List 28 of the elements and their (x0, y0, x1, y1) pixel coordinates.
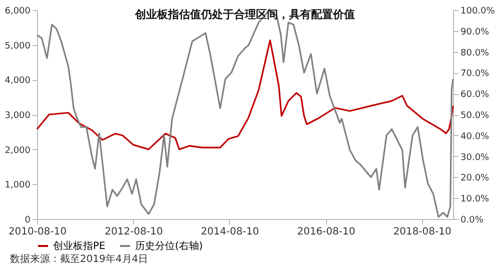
y2-tick-label: 40.0% (460, 132, 490, 142)
legend-label: 创业板指PE (53, 240, 106, 252)
x-tick-label: 2018-08-10 (393, 226, 452, 238)
y-tick-label: 2,000 (4, 146, 31, 156)
y2-tick-label: 60.0% (460, 90, 490, 100)
x-tick-label: 2010-08-10 (8, 226, 67, 238)
y-tick-label: 3,000 (4, 111, 31, 121)
legend-label: 历史分位(右轴) (135, 240, 203, 252)
y2-tick-label: 20.0% (460, 174, 490, 184)
y2-tick-label: 80.0% (460, 48, 490, 58)
y2-tick-label: 100.0% (460, 6, 496, 16)
y2-tick-label: 50.0% (460, 111, 490, 121)
chart-title: 创业板指估值仍处于合理区间，具有配置价值 (134, 8, 355, 21)
y-tick-label: 6,000 (4, 6, 31, 16)
y2-tick-label: 10.0% (460, 194, 490, 205)
y2-tick-label: 90.0% (460, 27, 490, 38)
source-note: 数据来源：截至2019年4月4日 (10, 252, 148, 266)
y2-tick-label: 0.0% (460, 216, 484, 226)
y-tick-label: 0 (24, 216, 31, 226)
x-tick-label: 2014-08-10 (200, 226, 259, 238)
y2-tick-label: 30.0% (460, 152, 490, 163)
y2-tick-label: 70.0% (460, 69, 490, 80)
line-series (36, 40, 454, 150)
y-tick-label: 1,000 (4, 180, 31, 191)
y-tick-label: 4,000 (4, 76, 31, 86)
y-tick-label: 5,000 (4, 41, 31, 52)
x-tick-label: 2016-08-10 (297, 226, 356, 238)
x-tick-label: 2012-08-10 (104, 226, 163, 238)
